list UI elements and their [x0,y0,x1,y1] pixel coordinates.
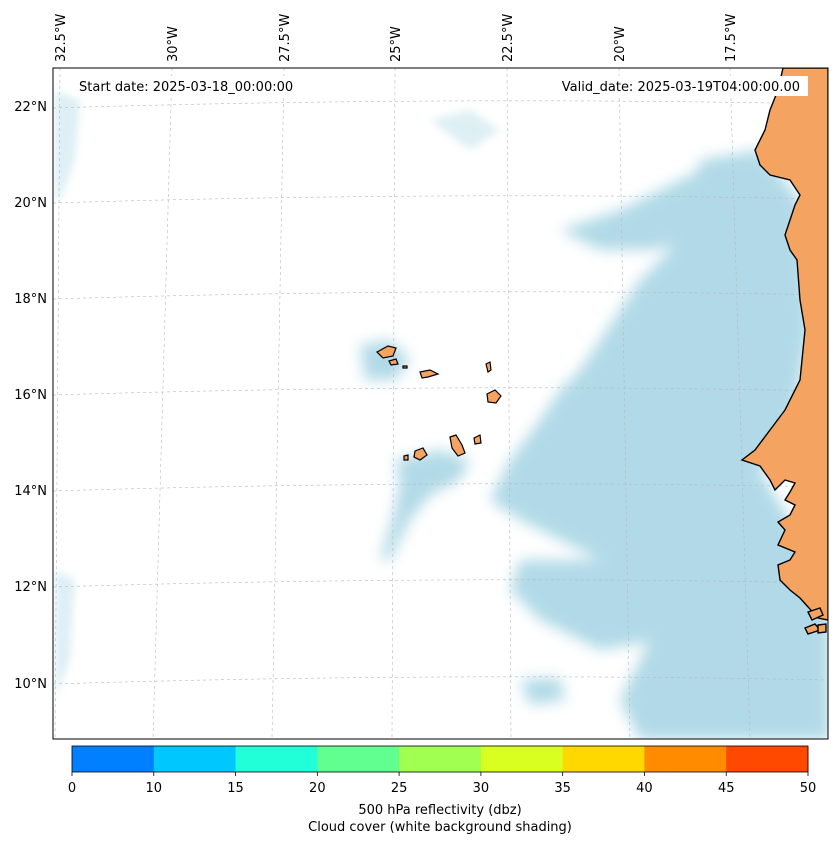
colorbar-tick-label: 35 [554,781,571,796]
start-date-label: Start date: 2025-03-18_00:00:00 [79,80,293,95]
map-content [53,68,828,739]
island-brava [403,454,409,461]
grid-lon-17.5 [729,68,751,739]
colorbar-segment [726,746,809,772]
island-santiago [449,434,466,457]
lat-label-10n: 10°N [14,677,47,692]
grid-lat-10 [53,676,828,685]
cape-verde-islands [376,345,502,461]
valid-date-box [540,76,808,96]
lat-label-22n: 22°N [14,100,47,115]
island-sao-nicolau [419,369,440,379]
cloud-cover-layer [360,150,828,739]
grid-lat-22 [53,100,828,109]
island-fogo [413,447,428,461]
longitude-labels: 32.5°W 30°W 27.5°W 25°W 22.5°W 20°W 17.5… [54,14,739,62]
latitude-labels: 22°N 20°N 18°N 16°N 14°N 12°N 10°N [14,100,47,692]
colorbar-segment [399,746,482,772]
colorbar-segment [72,746,155,772]
colorbar-tick-label: 30 [473,781,490,796]
grid-lon-25 [391,68,396,739]
colorbar-frame [71,745,809,773]
colorbar-segment [235,746,318,772]
valid-date-label: Valid_date: 2025-03-19T04:00:00.00 [562,80,800,95]
island-sao-vicente [388,358,399,366]
start-date-box [72,76,312,96]
colorbar-segments [72,746,809,772]
island-boa-vista [486,389,502,404]
colorbar: 0 10 15 20 25 30 35 40 45 50 500 hPa reflectivity… [68,745,816,835]
colorbar-label-reflectivity: 500 hPa reflectivity (dbz) [358,803,521,818]
cloud-streak-south [510,560,700,650]
colorbar-tick-label: 0 [68,781,76,796]
lat-label-16n: 16°N [14,388,47,403]
africa-mainland [740,68,828,621]
bijagos-island-1 [807,607,824,621]
colorbar-tick-label: 20 [309,781,326,796]
cloud-cover-faint [55,90,500,700]
colorbar-segment [480,746,564,772]
land-layer [740,68,828,635]
colorbar-tick-label: 40 [636,781,653,796]
island-maio [473,434,482,445]
colorbar-tick-label: 10 [146,781,163,796]
lon-label-25w: 25°W [389,26,404,62]
island-santa-luzia [402,365,408,369]
colorbar-tick-label: 45 [718,781,735,796]
grid-lat-12 [53,579,828,588]
colorbar-tick-label: 50 [800,781,817,796]
grid-lat-20 [53,195,828,204]
colorbar-tick-labels: 0 10 15 20 25 30 35 40 45 50 [68,781,816,796]
colorbar-ticks [71,772,809,776]
lat-label-12n: 12°N [14,580,47,595]
grid-lon-32.5 [54,68,61,739]
lat-label-20n: 20°N [14,196,47,211]
island-santo-antao [376,345,397,359]
lon-label-22.5w: 22.5°W [501,14,516,62]
colorbar-tick-label: 25 [391,781,408,796]
lon-label-32.5w: 32.5°W [54,14,69,62]
colorbar-tick-label: 15 [227,781,244,796]
grid-lon-22.5 [506,68,512,739]
cloud-near-islands-2 [380,450,470,560]
lon-label-17.5w: 17.5°W [724,14,739,62]
bijagos-island-3 [817,623,827,634]
cloud-patch-south [520,678,565,705]
colorbar-segment [644,746,727,772]
colorbar-segment [562,746,645,772]
cloud-band-northeast [560,170,730,250]
graticule [53,68,828,739]
lat-label-18n: 18°N [14,292,47,307]
colorbar-segment [153,746,237,772]
lon-label-20w: 20°W [613,26,628,62]
grid-lon-27.5 [271,68,285,739]
lon-label-27.5w: 27.5°W [278,14,293,62]
grid-lat-14 [53,483,828,492]
grid-lon-30 [152,68,173,739]
colorbar-label-cloud-cover: Cloud cover (white background shading) [308,820,572,835]
grid-lat-18 [53,291,828,300]
lon-label-30w: 30°W [166,26,181,62]
lat-label-14n: 14°N [14,484,47,499]
cloud-near-islands-1 [360,340,410,380]
colorbar-segment [317,746,400,772]
cloud-band-east [490,150,828,739]
grid-lat-16 [53,387,828,396]
island-sal [485,361,492,373]
grid-lon-20 [618,68,631,739]
map-frame [52,67,829,740]
